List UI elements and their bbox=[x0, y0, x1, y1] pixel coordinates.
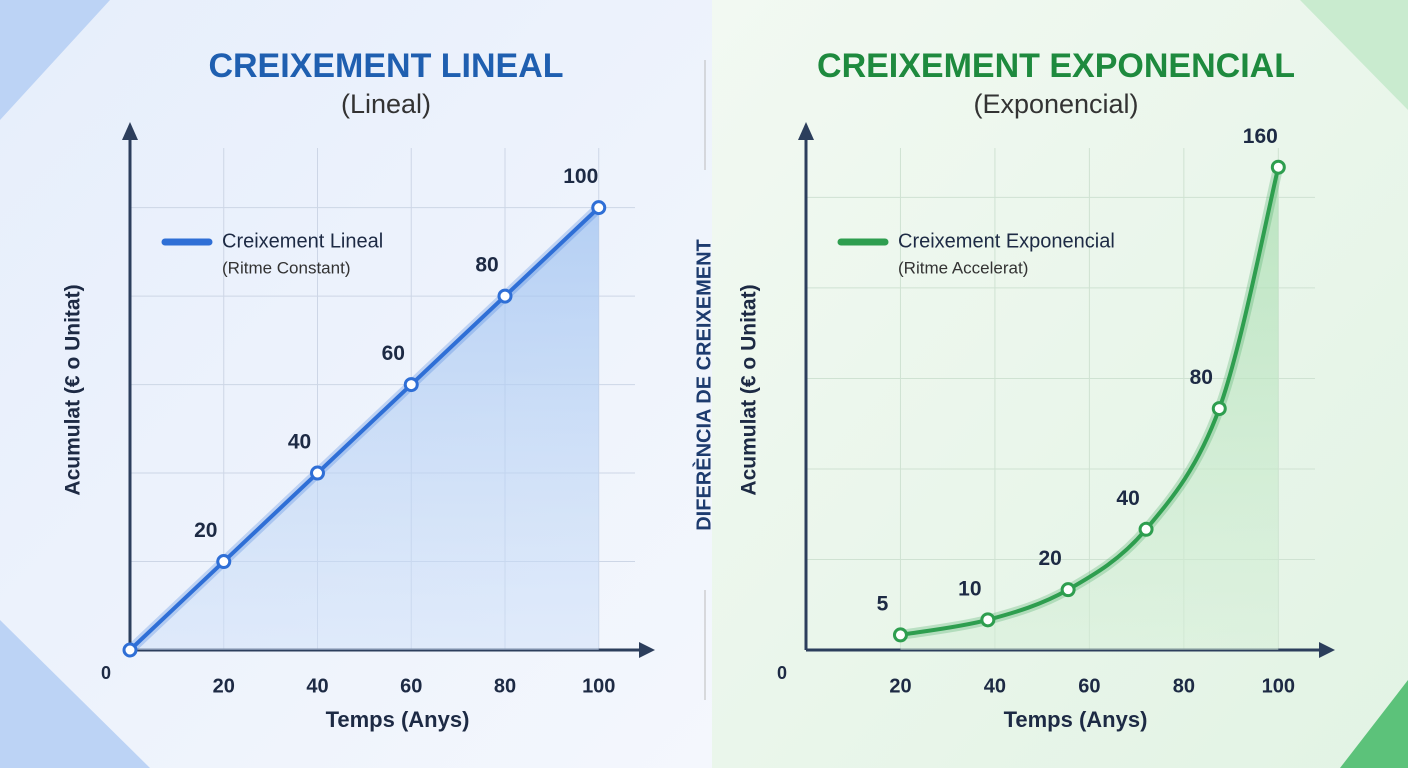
value-label: 100 bbox=[563, 165, 598, 188]
value-label: 5 bbox=[877, 592, 889, 615]
x-tick-label: 100 bbox=[1262, 675, 1295, 697]
value-label: 20 bbox=[194, 519, 217, 542]
legend-description: (Ritme Accelerat) bbox=[898, 258, 1028, 277]
value-label: 40 bbox=[288, 431, 311, 454]
data-point bbox=[1138, 521, 1154, 537]
x-tick-label: 80 bbox=[1173, 675, 1195, 697]
legend-description: (Ritme Constant) bbox=[222, 258, 350, 277]
value-label: 20 bbox=[1038, 547, 1061, 570]
x-tick-label: 40 bbox=[306, 675, 328, 697]
legend-label: Creixement Lineal bbox=[222, 230, 383, 252]
corner-deco bbox=[1340, 680, 1408, 768]
series-line bbox=[128, 206, 601, 652]
data-point bbox=[1211, 401, 1227, 417]
y-axis-arrow bbox=[798, 122, 814, 140]
data-point bbox=[591, 200, 607, 216]
chart-subtitle: (Lineal) bbox=[341, 89, 431, 119]
legend-label: Creixement Exponencial bbox=[898, 230, 1115, 252]
x-tick-label: 20 bbox=[889, 675, 911, 697]
x-tick-label: 60 bbox=[400, 675, 422, 697]
x-tick-label: 80 bbox=[494, 675, 516, 697]
y-axis-label: Acumulat (€ o Unitat) bbox=[738, 284, 761, 495]
data-point bbox=[216, 554, 232, 570]
data-point bbox=[497, 288, 513, 304]
x-tick-label: 40 bbox=[984, 675, 1006, 697]
value-label: 160 bbox=[1243, 125, 1278, 148]
y-axis-label: Acumulat (€ o Unitat) bbox=[62, 284, 85, 495]
chart-subtitle: (Exponencial) bbox=[973, 89, 1138, 119]
corner-deco bbox=[1300, 0, 1408, 110]
x-tick-label: 0 bbox=[777, 663, 787, 683]
x-axis-arrow bbox=[639, 642, 655, 658]
data-point bbox=[122, 642, 138, 658]
x-axis-arrow bbox=[1319, 642, 1335, 658]
x-tick-label: 0 bbox=[101, 663, 111, 683]
chart-title: CREIXEMENT LINEAL bbox=[208, 47, 563, 85]
x-axis-label: Temps (Anys) bbox=[326, 707, 470, 732]
corner-deco bbox=[0, 0, 110, 120]
value-label: 80 bbox=[1190, 366, 1213, 389]
data-point bbox=[1270, 159, 1286, 175]
value-label: 80 bbox=[475, 254, 498, 277]
data-point bbox=[892, 627, 908, 643]
divider-label: DIFERÈNCIA DE CREIXEMENT bbox=[692, 239, 715, 531]
value-label: 60 bbox=[382, 342, 405, 365]
data-point bbox=[1060, 582, 1076, 598]
data-point bbox=[310, 465, 325, 481]
x-tick-label: 20 bbox=[213, 675, 235, 697]
value-label: 10 bbox=[958, 577, 981, 600]
x-tick-label: 60 bbox=[1078, 675, 1100, 697]
area-fill bbox=[900, 167, 1279, 650]
x-axis-label: Temps (Anys) bbox=[1004, 707, 1148, 732]
data-point bbox=[980, 612, 996, 628]
corner-deco bbox=[0, 620, 150, 768]
value-label: 40 bbox=[1116, 487, 1139, 510]
chart-title: CREIXEMENT EXPONENCIAL bbox=[817, 47, 1295, 85]
y-axis-arrow bbox=[122, 122, 138, 140]
data-point bbox=[403, 377, 419, 393]
x-tick-label: 100 bbox=[582, 675, 615, 697]
